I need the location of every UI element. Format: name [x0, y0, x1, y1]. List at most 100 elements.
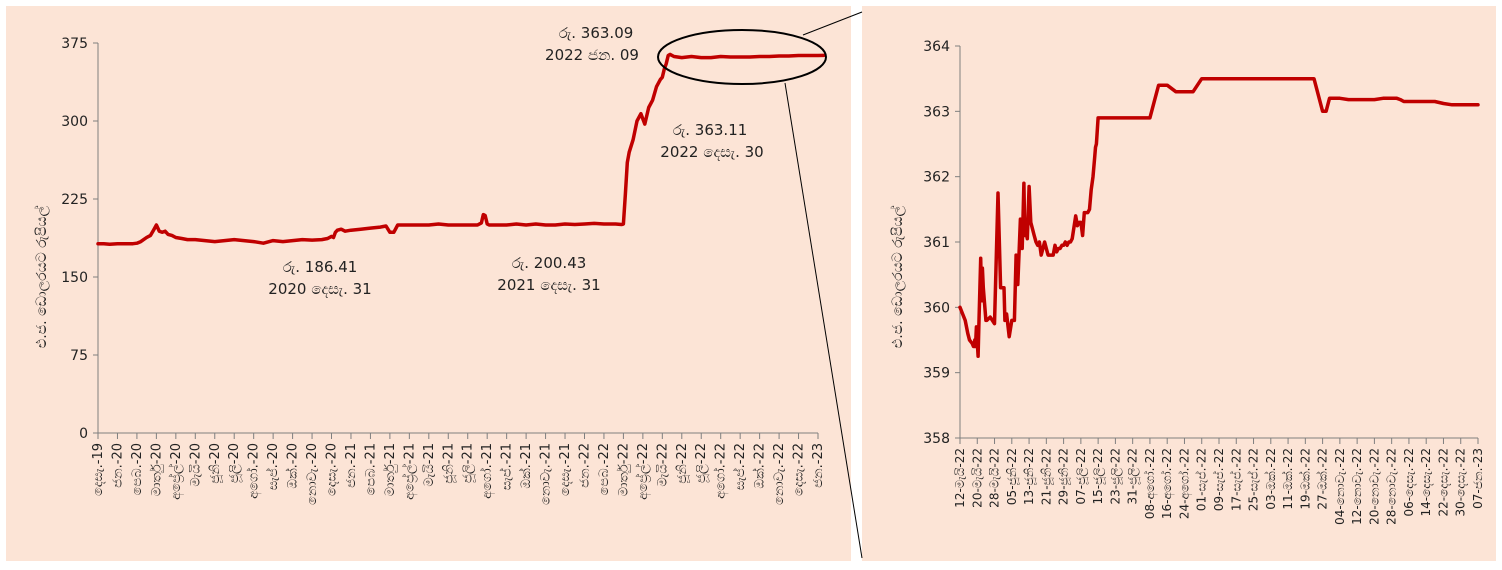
main-x-tick-label: නොවැ.-20: [305, 443, 320, 505]
zoom-x-tick-label: 07-ජන.-23: [1471, 448, 1485, 509]
zoom-x-tick-label: 27-ඔක්.-22: [1315, 448, 1329, 510]
zoom-x-tick-label: 28-නොවැ.-22: [1385, 448, 1399, 525]
zoom-y-tick-label: 360: [923, 300, 950, 316]
main-x-tick-label: ජූනි-20: [208, 443, 223, 484]
annotation-2022-dec: රු. 363.11 2022 දෙසැ. 30: [660, 121, 763, 161]
zoom-x-tick-label: 14-දෙසැ.-22: [1419, 448, 1433, 517]
main-x-tick-label: ජූලි-22: [694, 443, 709, 483]
zoom-y-tick-label: 361: [923, 235, 950, 251]
zoom-x-tick-label: 07-ජූලි-22: [1074, 448, 1089, 504]
zoom-x-tick-label: 15-ජූලි-22: [1091, 448, 1106, 504]
main-x-tick-label: සැප්.-20: [265, 443, 281, 490]
main-x-tick-label: ඔක්.-22: [751, 443, 767, 489]
annotation-2021: රු. 200.43 2021 දෙසැ. 31: [497, 254, 600, 294]
zoom-y-axis-label: එ.ජ. ඩොලරයට රුපියල්: [890, 205, 906, 348]
zoom-y-tick-label: 359: [923, 366, 950, 382]
main-x-tick-label: දෙසැ.-22: [792, 443, 807, 496]
zoom-x-tick-label: 29-ජූනි-22: [1057, 448, 1072, 505]
zoom-x-tick-label: 23-ජූලි-22: [1108, 448, 1123, 504]
zoom-x-tick-label: 25-සැප්.-22: [1246, 448, 1260, 511]
main-x-tick-label: ජූනි-21: [441, 443, 456, 484]
zoom-x-tick-label: 17-සැප්.-22: [1229, 448, 1243, 511]
zoom-x-tick-label: 03-ඔක්.-22: [1264, 448, 1278, 510]
zoom-x-tick-label: 12-නොවැ.-22: [1350, 448, 1364, 525]
zoom-y-tick-label: 363: [923, 104, 950, 120]
main-chart-panel: [6, 6, 851, 561]
main-x-tick-label: පෙබ.-21: [363, 443, 378, 495]
annotation-2022-dec-date: 2022 දෙසැ. 30: [660, 143, 763, 161]
main-x-tick-label: ජන.-20: [110, 443, 125, 488]
zoom-x-tick-label: 01-සැප්.-22: [1195, 448, 1209, 511]
zoom-x-tick-label: 11-ඔක්.-22: [1281, 448, 1295, 510]
annotation-2021-value: රු. 200.43: [512, 254, 587, 272]
main-series: [96, 52, 826, 246]
zoom-exchange-rate-line: [958, 76, 1480, 359]
main-x-tick-label: ඔක්.-20: [284, 443, 300, 489]
main-x-tick-label: ජන.-21: [344, 443, 359, 488]
zoom-x-tick-label: 28-මැයි-22: [988, 448, 1002, 508]
zoom-y-tick-label: 362: [923, 170, 950, 186]
main-x-tick-label: නොවැ.-21: [539, 443, 554, 505]
main-x-tick-label: දෙසැ.-20: [325, 443, 340, 496]
main-y-tick-label: 225: [61, 192, 88, 208]
main-x-tick-label: සැප්.-22: [732, 443, 748, 490]
main-x-tick-label: මාර්තු-20: [148, 443, 164, 496]
zoom-connector-top: [802, 11, 863, 36]
main-x-tick-label: අප්‍රේල්-20: [168, 443, 184, 500]
main-y-axis-label: එ.ජ. ඩොලරයට රුපියල්: [34, 205, 50, 348]
zoom-x-tick-label: 20-මැයි-22: [970, 448, 984, 508]
main-x-tick-label: ජන.-23: [811, 443, 826, 488]
annotation-2020-date: 2020 දෙසැ. 31: [268, 280, 371, 298]
zoom-x-tick-label: 21-ජූනි-22: [1039, 448, 1054, 505]
main-x-tick-label: නොවැ.-22: [772, 443, 787, 505]
zoom-x-tick-label: 09-සැප්.-22: [1212, 448, 1226, 511]
zoom-x-tick-label: 30-දෙසැ.-22: [1454, 448, 1468, 517]
annotation-2020: රු. 186.41 2020 දෙසැ. 31: [268, 258, 371, 298]
annotation-2022-jan: රු. 363.09 2022 ජන. 09: [545, 24, 639, 64]
annotation-2022-jan-date: 2022 ජන. 09: [545, 46, 639, 64]
annotation-2022-jan-value: රු. 363.09: [559, 24, 634, 42]
zoom-x-tick-label: 20-නොවැ.-22: [1367, 448, 1381, 525]
zoom-y-tick-label: 358: [923, 431, 950, 447]
main-x-tick-label: ජන.-22: [577, 443, 592, 488]
zoom-x-tick-label: 08-අගෝ.-22: [1143, 448, 1158, 519]
main-x-tick-label: මැයි-21: [422, 443, 437, 487]
main-x-tick-label: අප්‍රේල්-22: [635, 443, 651, 500]
zoom-y-tick-label: 364: [923, 39, 950, 55]
main-x-tick-label: පෙබ.-22: [597, 443, 612, 495]
zoom-highlight-ellipse: [657, 29, 827, 85]
main-x-tick-label: ජූනි-22: [675, 443, 690, 484]
main-y-tick-label: 0: [79, 426, 88, 442]
zoom-x-tick-label: 16-අගෝ.-22: [1160, 448, 1175, 519]
main-y-tick-label: 375: [61, 36, 88, 52]
main-x-tick-label: දෙසැ.-19: [91, 443, 106, 496]
zoom-x-tick-label: 05-ජූනි-22: [1005, 448, 1020, 505]
zoom-x-tick-label: 19-ඔක්.-22: [1298, 448, 1312, 510]
zoom-x-tick-label: 04-නොවැ.-22: [1333, 448, 1347, 525]
annotation-2020-value: රු. 186.41: [283, 258, 358, 276]
main-exchange-rate-line: [96, 52, 826, 246]
main-x-tick-label: සැප්.-21: [499, 443, 515, 490]
zoom-connector-bottom: [784, 82, 863, 559]
main-x-tick-label: අගෝ.-22: [713, 443, 729, 499]
main-x-tick-label: මැයි-22: [655, 443, 670, 487]
main-x-tick-label: අගෝ.-21: [479, 443, 495, 499]
main-x-tick-label: දෙසැ.-21: [558, 443, 573, 496]
annotation-2021-date: 2021 දෙසැ. 31: [497, 276, 600, 294]
zoom-x-tick-label: 22-දෙසැ.-22: [1436, 448, 1450, 517]
main-x-tick-label: මැයි-20: [188, 443, 203, 487]
main-x-tick-label: ජූලි-21: [461, 443, 476, 483]
main-y-tick-label: 150: [61, 270, 88, 286]
main-y-tick-label: 75: [70, 348, 88, 364]
main-x-tick-label: මාර්තු-22: [615, 443, 631, 496]
main-y-tick-label: 300: [61, 114, 88, 130]
zoom-x-tick-label: 06-දෙසැ.-22: [1402, 448, 1416, 517]
main-x-tick-label: පෙබ.-20: [130, 443, 145, 495]
main-x-tick-label: ඔක්.-21: [518, 443, 534, 489]
annotation-2022-dec-value: රු. 363.11: [673, 121, 748, 139]
zoom-x-tick-label: 12-මැයි-22: [953, 448, 967, 508]
zoom-x-tick-label: 24-අගෝ.-22: [1177, 448, 1192, 519]
main-x-tick-label: මාර්තු-21: [382, 443, 398, 496]
